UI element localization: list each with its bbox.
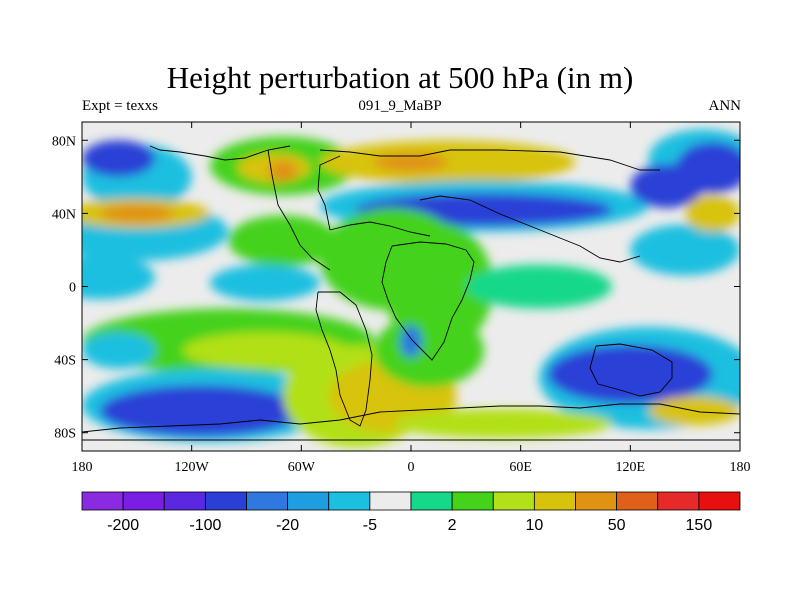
colorbar-label: 10: [525, 517, 543, 534]
colorbar-label: 50: [608, 517, 626, 534]
lat-tick-label: 40S: [54, 354, 76, 369]
season-label: ANN: [708, 98, 742, 114]
colorbar-label: -5: [363, 517, 377, 534]
experiment-label: Expt = texxs: [82, 98, 158, 114]
contour-region: [630, 224, 740, 276]
contour-region: [100, 385, 302, 437]
colorbar-swatch: [410, 491, 453, 511]
colorbar-swatch: [122, 491, 165, 511]
latitude-axis: 80N 40N 0 40S 80S: [52, 134, 740, 442]
contour-region: [100, 204, 174, 223]
colorbar-swatch: [575, 491, 618, 511]
contour-region: [82, 255, 156, 300]
contour-region: [374, 313, 485, 388]
contour-region: [630, 164, 704, 208]
contour-field: [82, 122, 740, 451]
colorbar-swatch: [657, 491, 700, 511]
colorbar-swatch: [328, 491, 371, 511]
lon-tick-label: 60W: [288, 460, 316, 475]
lon-tick-label: 120E: [616, 460, 646, 475]
contour-region: [392, 408, 613, 439]
lat-tick-label: 0: [69, 281, 76, 296]
contour-region: [268, 160, 298, 183]
colorbar: -200 -100 -20 -5 2 10 50 150: [81, 491, 741, 534]
colorbar-swatch: [616, 491, 659, 511]
lon-tick-label: 180: [730, 460, 751, 475]
colorbar-label: -200: [107, 517, 139, 534]
lat-tick-label: 80S: [54, 427, 76, 442]
contour-region: [400, 324, 422, 358]
colorbar-label: 150: [686, 517, 713, 534]
lon-tick-label: 120W: [175, 460, 210, 475]
contour-region: [82, 140, 156, 177]
colorbar-swatch: [81, 491, 124, 511]
longitude-axis: 180 120W 60W 0 60E 120E 180: [72, 122, 751, 475]
contour-region: [685, 195, 740, 232]
lon-tick-label: 180: [72, 460, 93, 475]
colorbar-label: -100: [189, 517, 221, 534]
colorbar-swatch: [369, 491, 412, 511]
contour-region: [82, 332, 156, 369]
colorbar-swatch: [163, 491, 206, 511]
run-label: 091_9_MaBP: [358, 98, 442, 114]
lat-tick-label: 80N: [52, 134, 76, 149]
colorbar-swatch: [492, 491, 535, 511]
colorbar-swatch: [246, 491, 289, 511]
colorbar-swatch: [204, 491, 247, 511]
contour-region: [209, 264, 320, 302]
colorbar-label: 2: [448, 517, 457, 534]
plot-title: Height perturbation at 500 hPa (in m): [166, 60, 634, 95]
colorbar-swatch: [698, 491, 741, 511]
colorbar-swatch: [287, 491, 330, 511]
lon-tick-label: 0: [408, 460, 415, 475]
contour-region: [228, 215, 338, 267]
contour-region: [465, 264, 613, 309]
contour-region: [374, 153, 448, 172]
lat-tick-label: 40N: [52, 207, 76, 222]
contour-region: [548, 344, 713, 404]
lon-tick-label: 60E: [509, 460, 532, 475]
continent-outlines: [82, 145, 740, 441]
colorbar-swatch: [451, 491, 494, 511]
colorbar-swatch: [533, 491, 576, 511]
colorbar-label: -20: [276, 517, 299, 534]
